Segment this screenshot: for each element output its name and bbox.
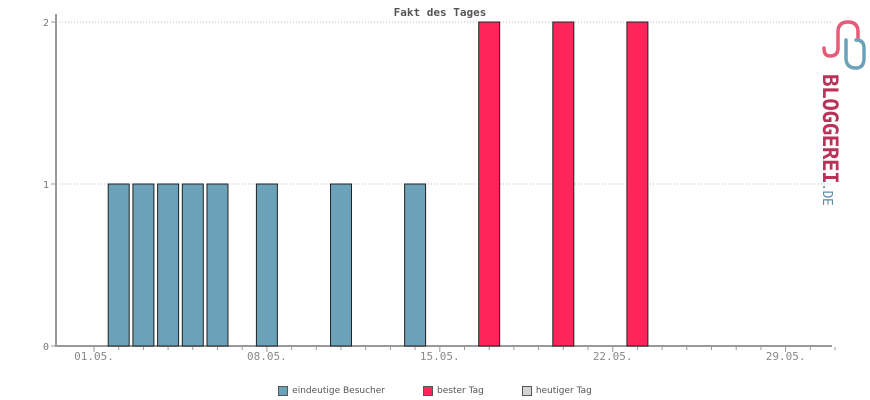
bar	[255, 183, 278, 347]
bar	[181, 183, 204, 347]
legend-swatch	[521, 386, 532, 396]
bars	[107, 21, 649, 347]
grid	[56, 21, 832, 185]
bar	[404, 183, 427, 347]
x-tick-label: 08.05.	[247, 350, 287, 363]
bar	[132, 183, 155, 347]
legend-item: eindeutige Besucher	[278, 383, 385, 399]
y-tick-label: 0	[43, 342, 49, 353]
bar	[206, 183, 229, 347]
bar	[478, 21, 501, 347]
bloggerei-logo: BLOGGEREI.DE	[818, 20, 866, 205]
logo-suffix: .DE	[819, 183, 834, 205]
bar	[626, 21, 649, 347]
x-tick-label: 15.05.	[420, 350, 460, 363]
bar	[107, 183, 130, 347]
bar	[157, 183, 180, 347]
legend-label: eindeutige Besucher	[292, 386, 385, 396]
legend-swatch	[278, 386, 289, 396]
legend-item: heutiger Tag	[521, 383, 592, 399]
legend-label: bester Tag	[437, 386, 484, 396]
legend: eindeutige Besucher bester Tag heutiger Ta…	[0, 383, 870, 399]
legend-item: bester Tag	[423, 383, 484, 399]
ticks: 0 1 2 01.05. 08.05. 15.05. 22.05. 29.05.	[43, 18, 836, 363]
x-tick-label: 22.05.	[593, 350, 633, 363]
y-tick-label: 1	[43, 180, 49, 191]
logo-mark-icon	[822, 20, 866, 70]
legend-swatch	[423, 386, 433, 396]
x-tick-label: 29.05.	[766, 350, 806, 363]
bar	[330, 183, 352, 347]
y-tick-label: 2	[43, 18, 49, 29]
legend-label: heutiger Tag	[535, 386, 592, 396]
logo-text: BLOGGEREI.DE	[818, 74, 842, 205]
bar	[552, 21, 575, 347]
logo-main: BLOGGEREI	[818, 74, 842, 183]
x-tick-label: 01.05.	[74, 350, 114, 363]
chart-title: Fakt des Tages	[394, 6, 487, 19]
